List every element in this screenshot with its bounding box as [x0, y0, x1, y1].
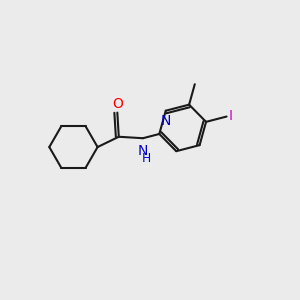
Text: O: O [112, 97, 123, 111]
Text: I: I [228, 109, 232, 123]
Text: N: N [160, 114, 171, 128]
Text: H: H [142, 152, 151, 165]
Text: N: N [137, 143, 148, 158]
